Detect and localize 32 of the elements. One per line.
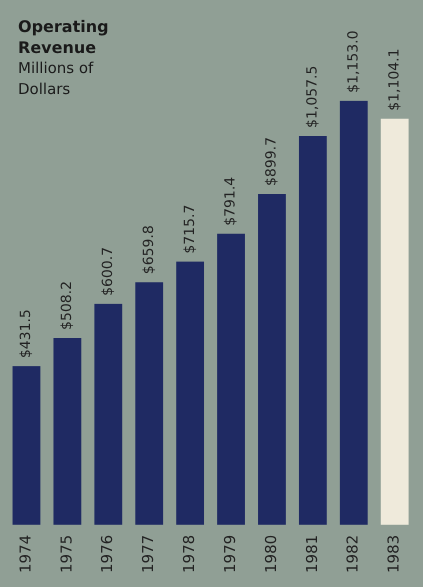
x-tick-label: 1977 bbox=[139, 534, 158, 574]
x-tick-label: 1976 bbox=[98, 534, 116, 574]
data-label: $508.2 bbox=[59, 280, 76, 330]
bar bbox=[53, 338, 82, 525]
bar bbox=[298, 136, 327, 525]
chart-title: Operating Revenue bbox=[18, 16, 110, 58]
bar bbox=[258, 194, 286, 525]
bar bbox=[12, 366, 40, 525]
x-tick-label: 1982 bbox=[344, 534, 362, 574]
data-label: $899.7 bbox=[264, 136, 280, 186]
data-label: $791.4 bbox=[222, 176, 239, 226]
bar bbox=[217, 234, 245, 525]
x-tick-label: 1974 bbox=[16, 534, 34, 574]
x-tick-label: 1980 bbox=[262, 534, 280, 574]
bar bbox=[176, 262, 204, 525]
x-tick-label: 1975 bbox=[57, 534, 76, 574]
data-label: $1,057.5 bbox=[304, 66, 321, 128]
bar bbox=[380, 118, 409, 525]
chart-subtitle: Millions of Dollars bbox=[18, 58, 94, 100]
data-label: $600.7 bbox=[100, 246, 116, 296]
data-label: $431.5 bbox=[18, 309, 34, 358]
bar bbox=[340, 100, 368, 525]
data-label: $1,153.0 bbox=[345, 30, 362, 93]
bar bbox=[94, 304, 122, 525]
data-label: $1,104.1 bbox=[386, 48, 402, 111]
x-tick-label: 1981 bbox=[302, 534, 321, 574]
data-label: $659.8 bbox=[140, 225, 157, 274]
data-label: $715.7 bbox=[182, 204, 198, 254]
bar bbox=[135, 282, 164, 525]
x-tick-label: 1978 bbox=[180, 534, 198, 574]
x-tick-label: 1983 bbox=[384, 534, 403, 574]
x-tick-label: 1979 bbox=[220, 534, 239, 574]
